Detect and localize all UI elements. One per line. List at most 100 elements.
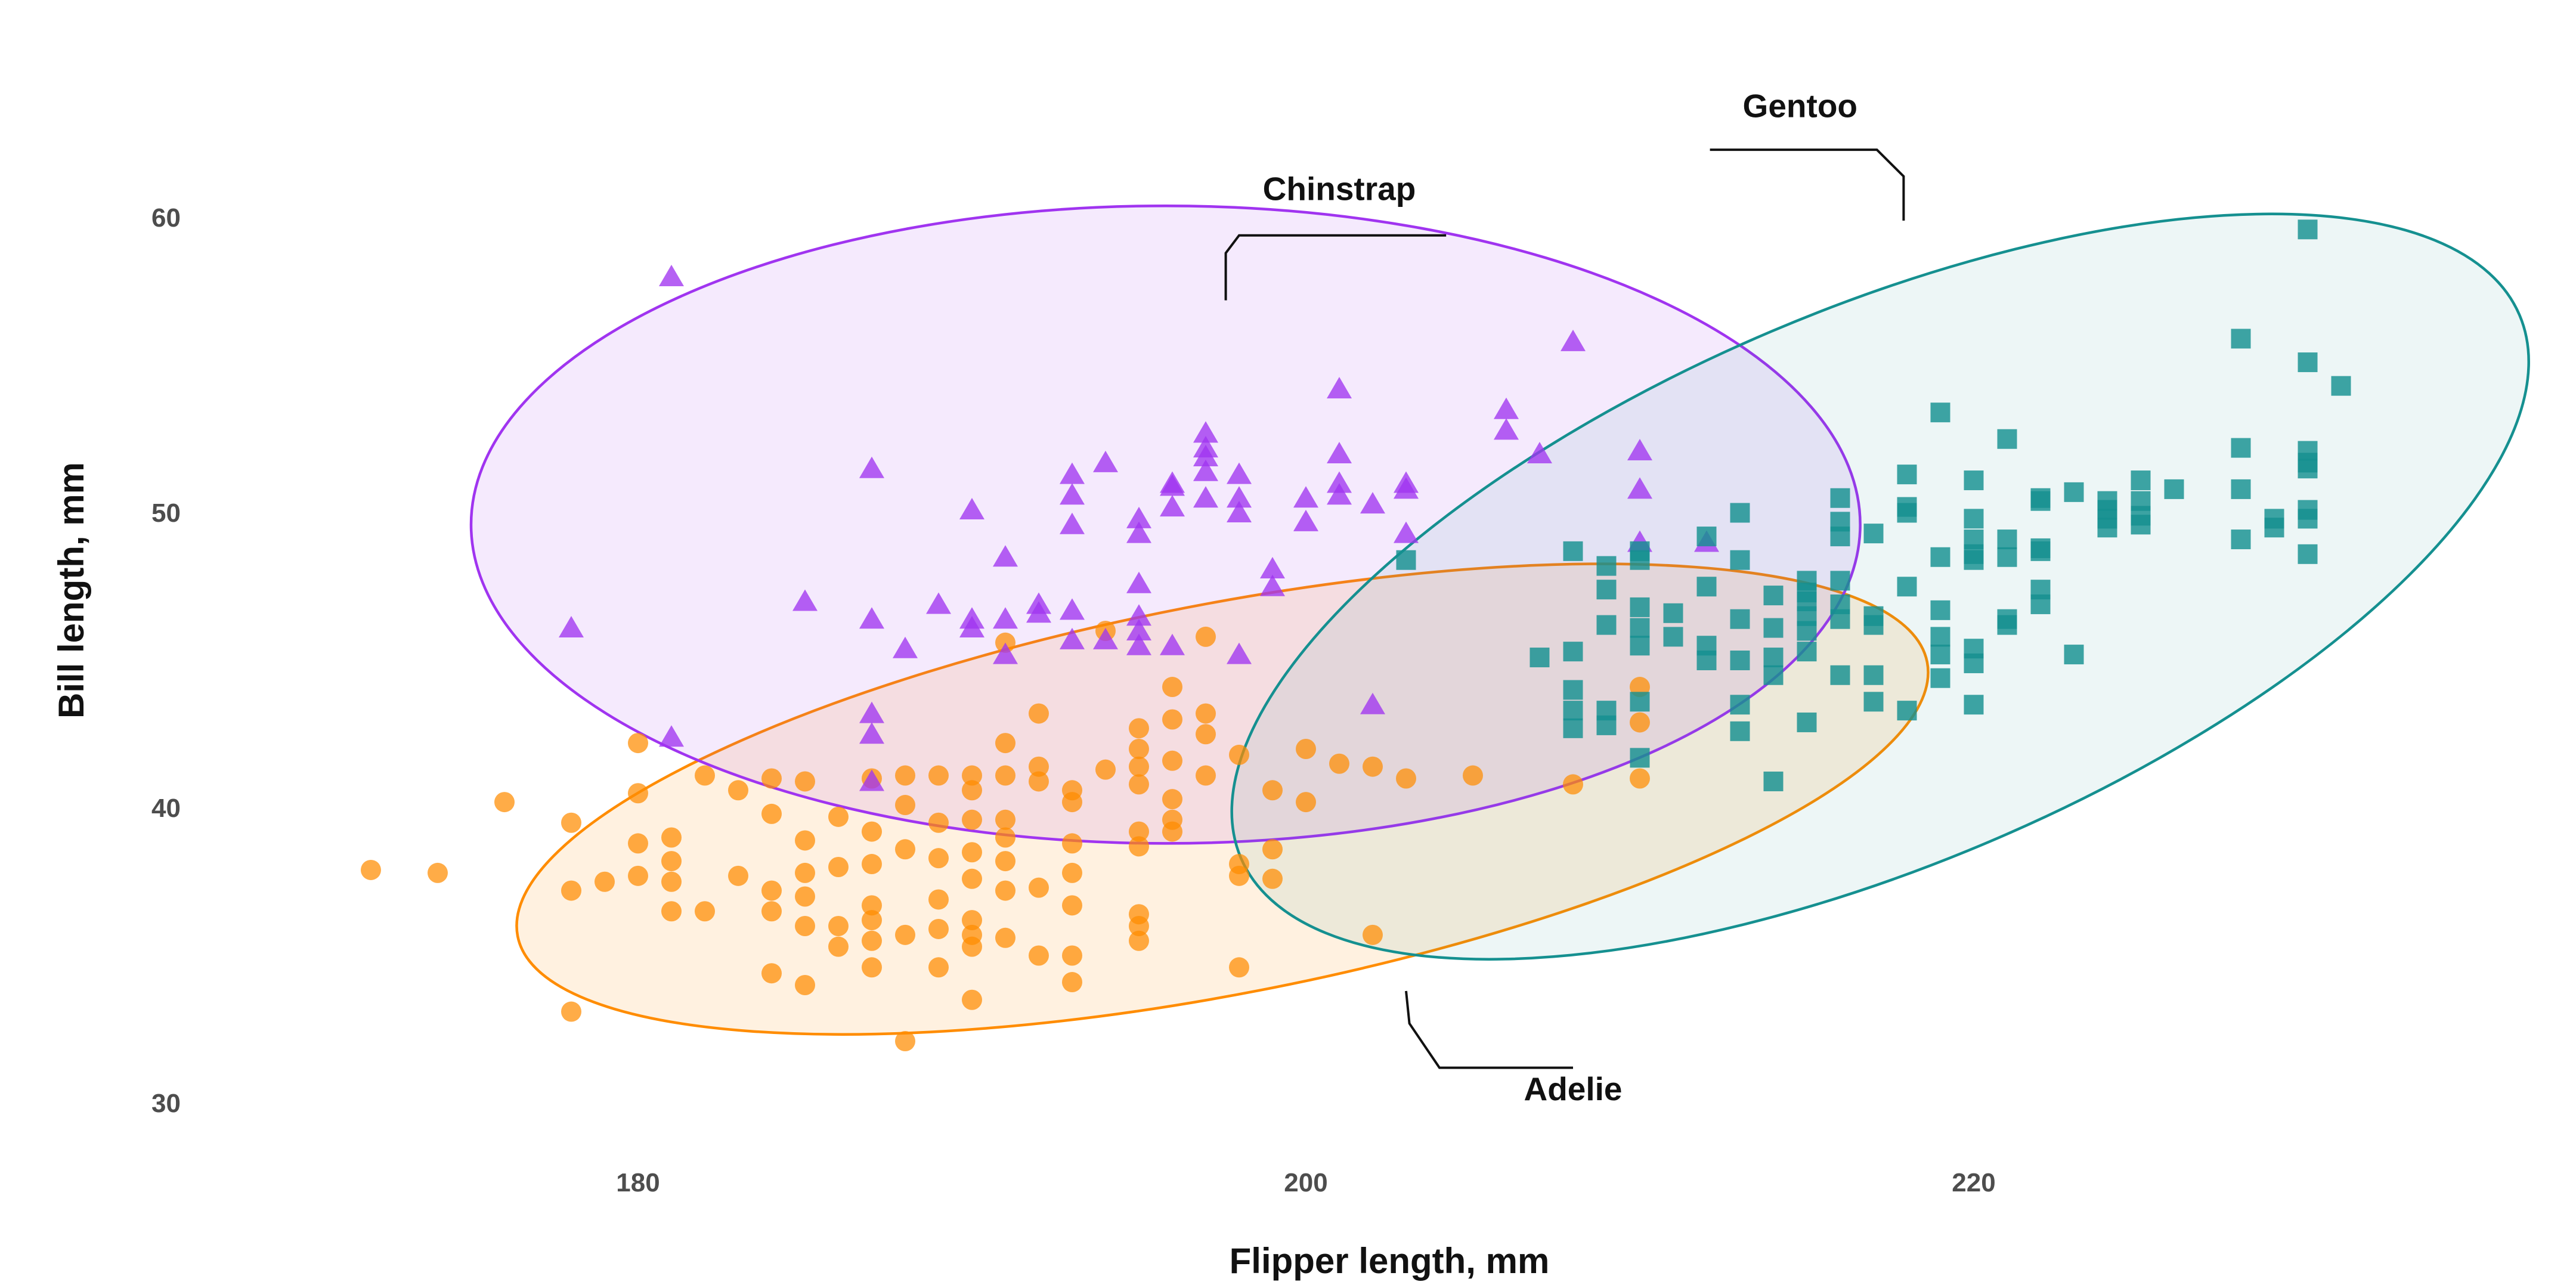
data-point-gentoo <box>1997 547 2017 567</box>
data-point-gentoo <box>1696 527 1717 547</box>
data-point-gentoo <box>2231 438 2251 458</box>
data-point-adelie <box>1129 756 1149 777</box>
data-point-adelie <box>1029 877 1049 898</box>
data-point-adelie <box>795 862 815 883</box>
data-point-adelie <box>1363 756 1383 777</box>
data-point-gentoo <box>1863 692 1884 712</box>
data-point-chinstrap <box>993 545 1018 567</box>
data-point-gentoo <box>1997 530 2017 550</box>
data-point-adelie <box>628 833 648 854</box>
data-point-gentoo <box>1730 609 1750 629</box>
data-point-adelie <box>895 1031 915 1052</box>
data-point-gentoo <box>2030 541 2051 561</box>
data-point-adelie <box>1262 839 1283 860</box>
data-point-adelie <box>1129 718 1149 739</box>
data-point-chinstrap <box>1260 574 1285 596</box>
data-point-chinstrap <box>1060 462 1085 484</box>
data-point-gentoo <box>1830 665 1850 685</box>
data-point-chinstrap <box>893 636 918 658</box>
data-point-gentoo <box>1730 550 1750 570</box>
data-point-chinstrap <box>1126 619 1151 640</box>
data-point-gentoo <box>1897 465 1917 485</box>
confidence-ellipses <box>469 204 2530 1036</box>
data-point-chinstrap <box>1060 512 1085 534</box>
data-point-chinstrap <box>859 607 884 629</box>
data-point-gentoo <box>1930 600 1950 620</box>
data-point-gentoo <box>1830 609 1850 629</box>
data-point-gentoo <box>2064 645 2084 665</box>
data-point-adelie <box>995 880 1015 901</box>
data-point-gentoo <box>1630 550 1650 570</box>
data-point-adelie <box>1196 626 1216 647</box>
data-point-chinstrap <box>1193 421 1218 443</box>
leader-line-adelie <box>1405 990 1573 1069</box>
data-point-adelie <box>1563 774 1583 795</box>
data-point-adelie <box>995 927 1015 948</box>
data-point-gentoo <box>1663 627 1683 647</box>
data-point-adelie <box>862 895 882 916</box>
data-point-adelie <box>795 830 815 851</box>
data-point-gentoo <box>2298 459 2318 479</box>
data-points <box>361 219 2351 1052</box>
data-point-adelie <box>1062 833 1082 854</box>
data-point-adelie <box>1062 862 1082 883</box>
data-point-chinstrap <box>1026 601 1051 623</box>
data-point-adelie <box>1630 768 1650 789</box>
data-point-chinstrap <box>1394 521 1419 543</box>
data-point-adelie <box>628 733 648 754</box>
data-point-adelie <box>962 765 982 786</box>
data-point-chinstrap <box>1527 442 1552 463</box>
data-point-gentoo <box>2298 352 2318 373</box>
data-point-adelie <box>995 733 1015 754</box>
data-point-gentoo <box>1830 527 1850 547</box>
data-point-adelie <box>1229 957 1249 978</box>
data-point-gentoo <box>1563 541 1583 561</box>
data-point-gentoo <box>1630 748 1650 768</box>
data-point-chinstrap <box>1227 501 1252 522</box>
data-point-adelie <box>1062 895 1082 916</box>
data-point-gentoo <box>1997 615 2017 635</box>
data-point-chinstrap <box>1126 521 1151 543</box>
data-point-gentoo <box>2231 329 2251 349</box>
data-point-chinstrap <box>993 607 1018 629</box>
data-point-adelie <box>1062 972 1082 993</box>
data-point-gentoo <box>1730 503 1750 523</box>
data-point-gentoo <box>2030 491 2051 511</box>
data-point-adelie <box>1129 821 1149 842</box>
data-point-gentoo <box>1964 653 1984 673</box>
group-label-gentoo: Gentoo <box>1743 88 1857 125</box>
data-point-chinstrap <box>959 616 984 638</box>
data-point-adelie <box>561 880 581 901</box>
group-label-chinstrap: Chinstrap <box>1263 170 1416 207</box>
data-point-chinstrap <box>959 498 984 520</box>
data-point-gentoo <box>1863 665 1884 685</box>
data-point-adelie <box>995 851 1015 872</box>
data-point-chinstrap <box>1227 462 1252 484</box>
data-point-adelie <box>1162 709 1182 730</box>
data-point-adelie <box>828 806 849 827</box>
data-point-adelie <box>761 901 782 922</box>
data-point-adelie <box>1162 821 1182 842</box>
data-point-adelie <box>895 839 915 860</box>
data-point-adelie <box>795 886 815 907</box>
data-point-chinstrap <box>1360 692 1385 714</box>
data-point-adelie <box>1029 756 1049 777</box>
data-point-gentoo <box>1396 550 1416 570</box>
data-point-chinstrap <box>1327 471 1352 493</box>
data-point-adelie <box>695 901 715 922</box>
data-point-adelie <box>1262 868 1283 889</box>
data-point-gentoo <box>1997 429 2017 449</box>
data-point-adelie <box>995 765 1015 786</box>
data-point-adelie <box>995 809 1015 830</box>
data-point-adelie <box>595 871 615 892</box>
data-point-adelie <box>1162 750 1182 771</box>
data-point-chinstrap <box>1126 633 1151 655</box>
data-point-chinstrap <box>1193 486 1218 508</box>
data-point-adelie <box>1196 724 1216 745</box>
data-point-adelie <box>828 916 849 936</box>
leader-line-gentoo <box>1710 148 1905 221</box>
data-point-adelie <box>962 910 982 931</box>
data-point-adelie <box>628 865 648 886</box>
data-point-gentoo <box>2331 376 2351 396</box>
data-point-adelie <box>561 812 581 833</box>
